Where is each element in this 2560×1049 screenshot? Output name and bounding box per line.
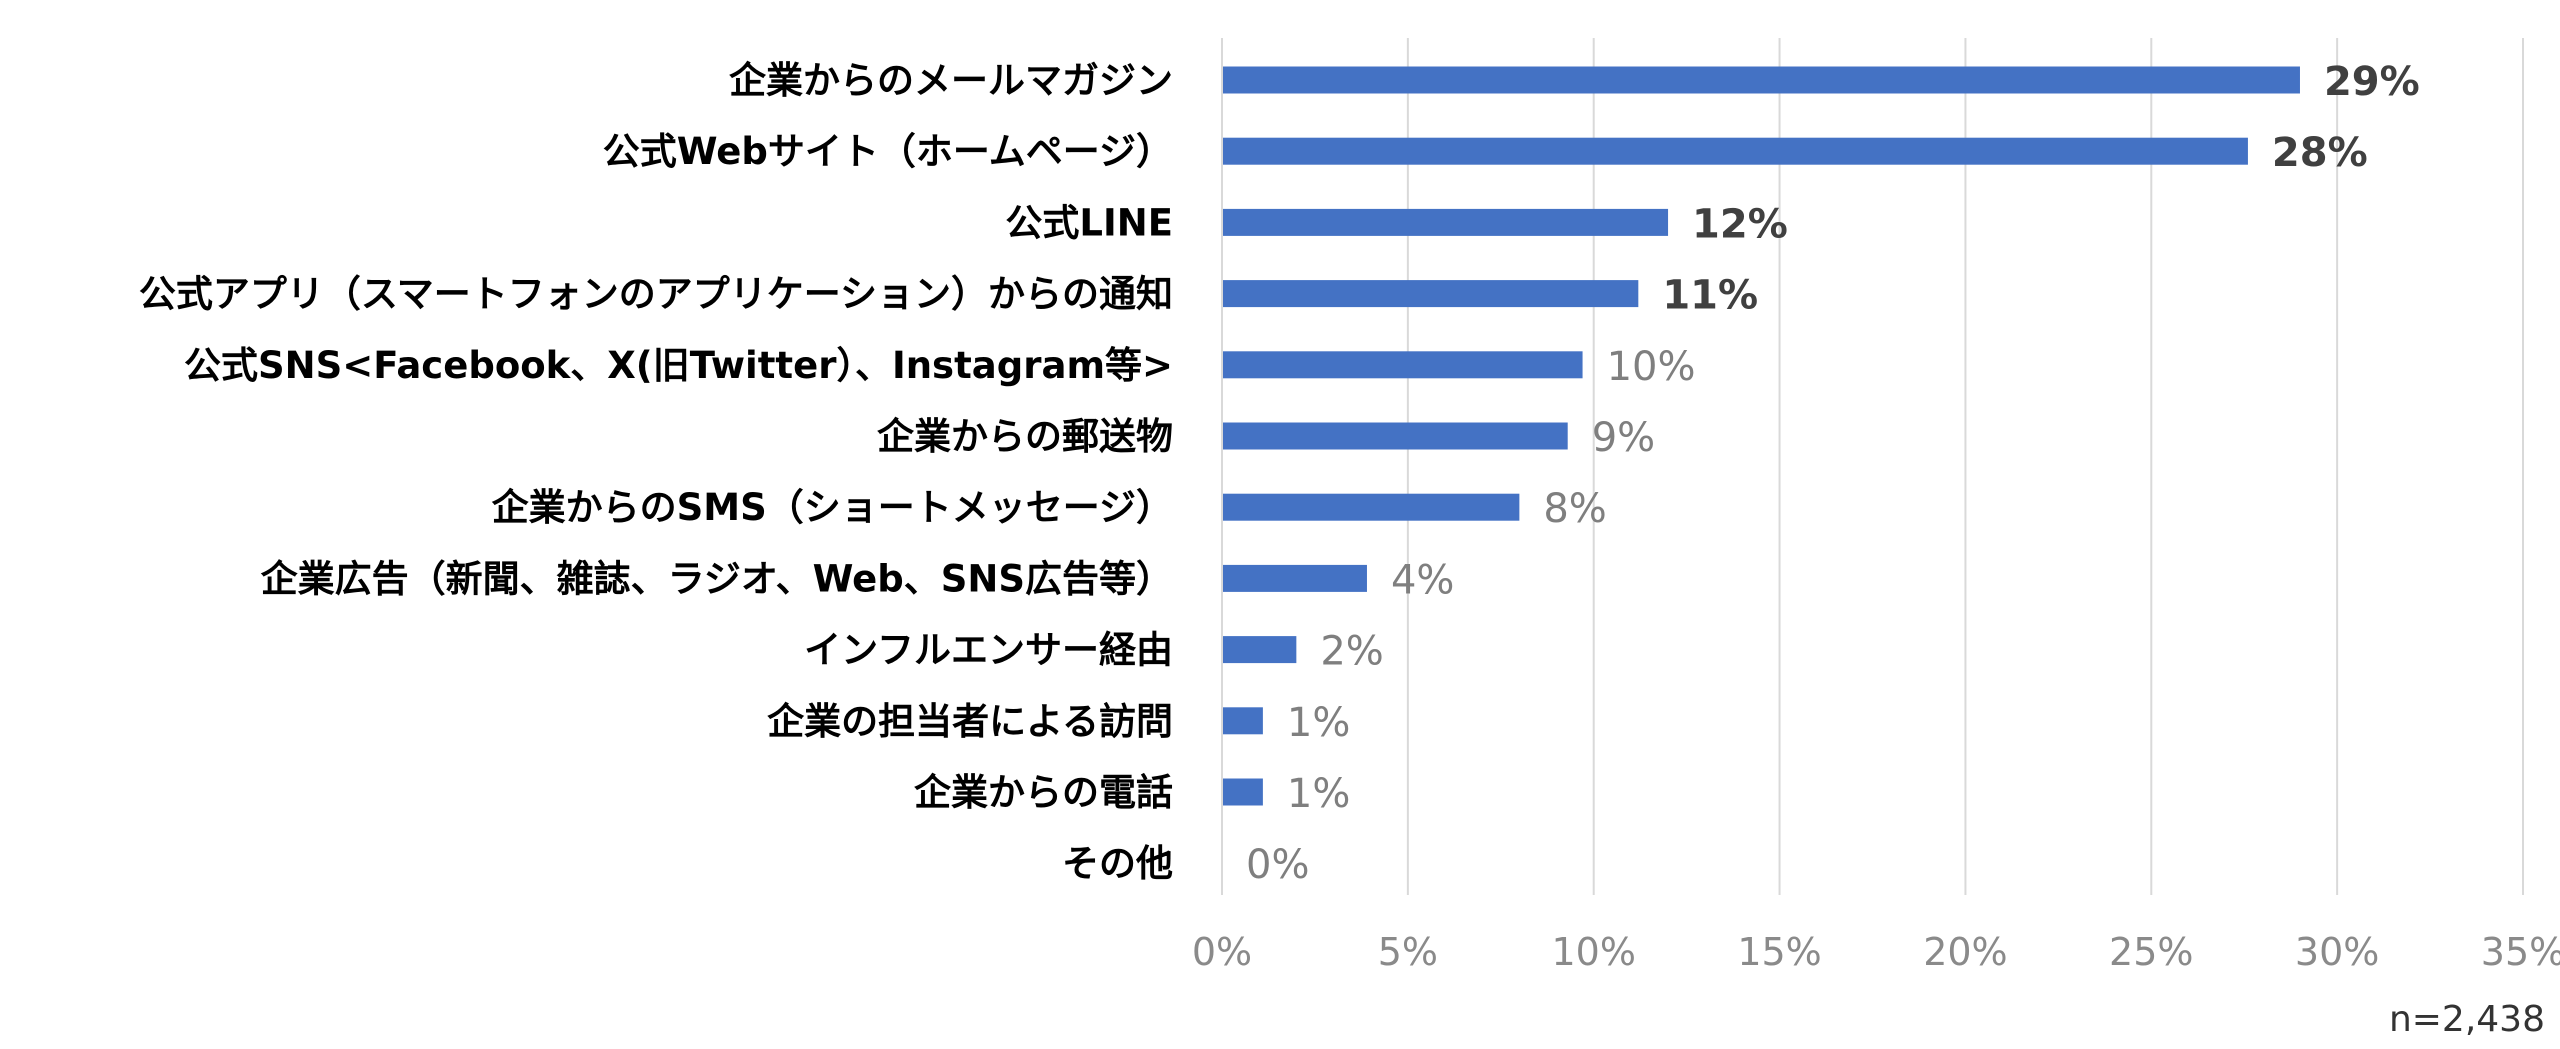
- category-label: 企業からの電話: [914, 771, 1173, 814]
- value-label: 12%: [1692, 201, 1788, 247]
- value-label: 4%: [1391, 557, 1454, 603]
- category-label: その他: [1062, 842, 1173, 885]
- category-label: 企業からのメールマガジン: [729, 59, 1173, 102]
- bars: [1223, 66, 2300, 806]
- value-label: 8%: [1543, 486, 1606, 532]
- bar: [1223, 564, 1367, 592]
- sample-size-note: n=2,438: [2389, 999, 2545, 1040]
- value-labels: 29% 28% 12% 11% 10% 9% 8% 4%2% 1% 1% 0%: [1246, 59, 2420, 888]
- value-label: 1%: [1287, 771, 1350, 817]
- bar: [1223, 280, 1639, 308]
- category-label: 公式LINE: [1005, 201, 1173, 244]
- bar: [1223, 66, 2300, 94]
- value-label: 10%: [1607, 344, 1696, 390]
- x-tick-label: 30%: [2295, 930, 2379, 974]
- x-axis-tick-labels: 0% 5% 10% 15% 20% 25% 30% 35%: [1192, 930, 2560, 974]
- bar: [1223, 351, 1583, 379]
- x-tick-label: 35%: [2481, 930, 2560, 974]
- bar: [1223, 707, 1263, 735]
- value-label: 29%: [2324, 59, 2420, 105]
- bar: [1223, 137, 2248, 165]
- value-label: 0%: [1246, 842, 1309, 888]
- x-tick-label: 10%: [1551, 930, 1635, 974]
- category-label: 企業の担当者による訪問: [767, 700, 1173, 743]
- category-label: 企業広告（新聞、雑誌、ラジオ、Web、SNS広告等）: [261, 557, 1173, 600]
- value-label: 9%: [1592, 415, 1655, 461]
- bar: [1223, 493, 1520, 521]
- bar: [1223, 636, 1297, 664]
- value-label: 1%: [1287, 700, 1350, 746]
- category-label: 公式Webサイト（ホームページ）: [603, 130, 1173, 173]
- bar: [1223, 422, 1568, 450]
- category-label: 企業からのSMS（ショートメッセージ）: [492, 486, 1173, 529]
- x-tick-label: 0%: [1192, 930, 1252, 974]
- x-tick-label: 20%: [1923, 930, 2007, 974]
- x-tick-label: 25%: [2109, 930, 2193, 974]
- x-tick-label: 5%: [1378, 930, 1438, 974]
- x-tick-label: 15%: [1737, 930, 1821, 974]
- category-label: インフルエンサー経由: [804, 629, 1173, 672]
- category-label: 公式SNS<Facebook、X(旧Twitter）、Instagram等>: [184, 344, 1173, 387]
- bar: [1223, 208, 1669, 236]
- bar: [1223, 778, 1263, 806]
- category-label: 企業からの郵送物: [877, 415, 1173, 458]
- value-label: 11%: [1662, 273, 1758, 319]
- gridlines: [1221, 38, 2524, 895]
- value-label: 28%: [2272, 130, 2368, 176]
- category-label: 公式アプリ（スマートフォンのアプリケーション）からの通知: [139, 273, 1173, 316]
- value-label: 2%: [1320, 629, 1383, 675]
